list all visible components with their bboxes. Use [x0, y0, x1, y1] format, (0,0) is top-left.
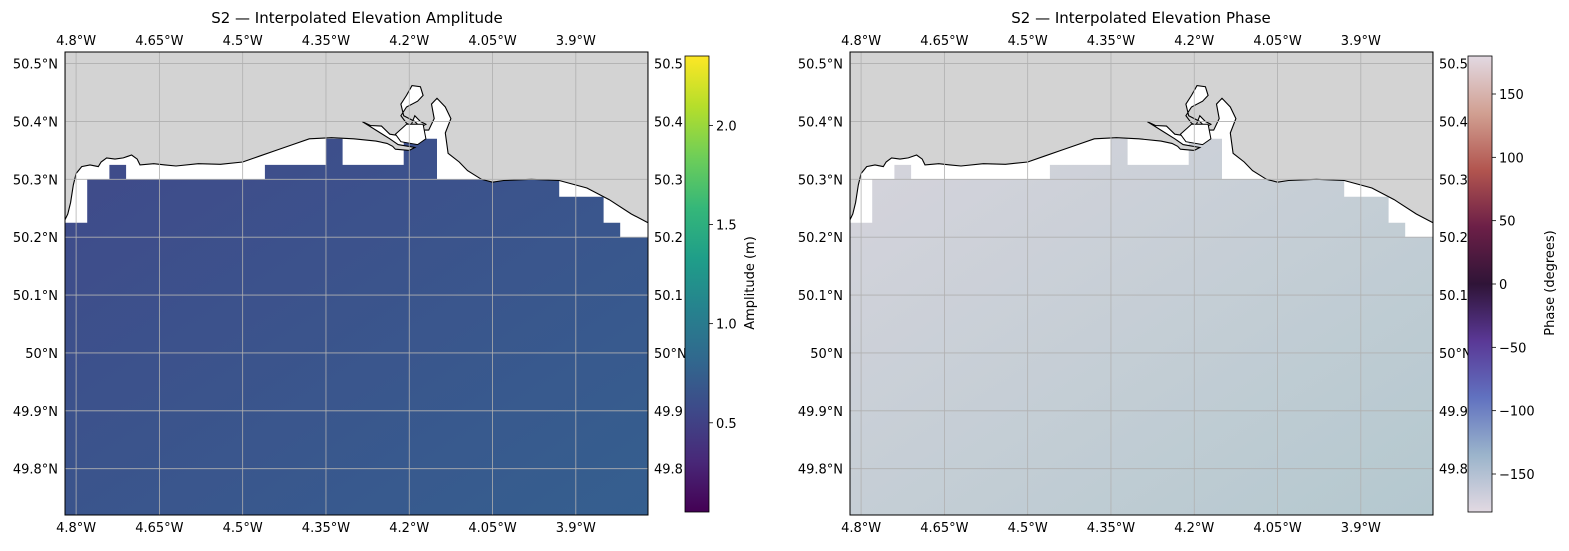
x-tick-label-top: 4.8°W: [841, 34, 881, 49]
colorbar-label: Phase (degrees): [1543, 230, 1558, 335]
x-tick-label-top: 4.2°W: [1174, 34, 1214, 49]
x-tick-label-bottom: 4.65°W: [135, 521, 183, 536]
y-tick-label-left: 49.9°N: [798, 405, 843, 420]
x-tick-label-bottom: 4.2°W: [1174, 521, 1214, 536]
x-tick-label-bottom: 4.8°W: [56, 521, 96, 536]
y-tick-label-right: 50.1: [1439, 289, 1468, 304]
x-tick-label-bottom: 4.5°W: [223, 521, 263, 536]
colorbar-tick-label: 0: [1499, 278, 1507, 293]
estuary: [394, 123, 427, 146]
x-tick-label-bottom: 4.65°W: [920, 521, 968, 536]
x-tick-label-top: 3.9°W: [556, 34, 596, 49]
colorbar-tick-label: 0.5: [716, 417, 737, 432]
phase-panel: S2 — Interpolated Elevation Phase 4.8°W4…: [798, 9, 1558, 536]
x-tick-label-top: 4.2°W: [389, 34, 429, 49]
y-tick-label-left: 50.4°N: [798, 115, 843, 130]
y-tick-label-left: 50.1°N: [798, 289, 843, 304]
y-tick-label-right: 50°N: [654, 347, 687, 362]
y-tick-label-left: 49.8°N: [13, 463, 58, 478]
x-tick-label-top: 3.9°W: [1341, 34, 1381, 49]
x-tick-label-bottom: 4.35°W: [1087, 521, 1135, 536]
y-tick-label-left: 49.8°N: [798, 463, 843, 478]
y-tick-label-right: 50.4: [654, 115, 683, 130]
colorbar-tick-label: 1.0: [716, 318, 737, 333]
y-tick-label-left: 50.2°N: [13, 231, 58, 246]
x-tick-label-top: 4.5°W: [223, 34, 263, 49]
y-tick-label-left: 50.2°N: [798, 231, 843, 246]
y-tick-label-left: 50°N: [810, 347, 843, 362]
y-tick-label-right: 49.8: [1439, 463, 1468, 478]
colorbar-tick-label: −50: [1499, 341, 1526, 356]
x-tick-label-bottom: 4.8°W: [841, 521, 881, 536]
plot-frame: [64, 51, 649, 516]
y-tick-label-right: 49.9: [1439, 405, 1468, 420]
y-tick-label-right: 49.8: [654, 463, 683, 478]
x-tick-label-top: 4.35°W: [302, 34, 350, 49]
y-tick-label-right: 50.4: [1439, 115, 1468, 130]
data-field: [850, 138, 1433, 515]
y-tick-label-left: 50°N: [25, 347, 58, 362]
y-tick-label-right: 50.1: [654, 289, 683, 304]
colorbar-tick-label: 150: [1499, 88, 1524, 103]
colorbar-scale: [1467, 55, 1493, 513]
colorbar-scale: [684, 55, 710, 513]
colorbar: −150 −100 −50 0 50 100 150: [1467, 55, 1535, 513]
x-tick-label-top: 4.5°W: [1008, 34, 1048, 49]
x-tick-label-bottom: 4.35°W: [302, 521, 350, 536]
chart-title: S2 — Interpolated Elevation Phase: [1011, 9, 1271, 27]
chart-title: S2 — Interpolated Elevation Amplitude: [211, 9, 503, 27]
colorbar-tick-label: 1.5: [716, 219, 737, 234]
y-tick-label-left: 50.1°N: [13, 289, 58, 304]
y-tick-label-right: 50.2: [654, 231, 683, 246]
amplitude-panel: S2 — Interpolated Elevation Amplitude 4.…: [13, 9, 758, 536]
y-tick-label-right: 50.5: [1439, 58, 1468, 73]
colorbar-tick-label: 100: [1499, 151, 1524, 166]
x-tick-label-top: 4.35°W: [1087, 34, 1135, 49]
x-tick-label-bottom: 4.2°W: [389, 521, 429, 536]
y-tick-label-right: 50.2: [1439, 231, 1468, 246]
y-tick-label-right: 50.3: [1439, 173, 1468, 188]
x-tick-label-top: 4.05°W: [468, 34, 516, 49]
x-tick-label-top: 4.65°W: [135, 34, 183, 49]
colorbar-tick-label: 2.0: [716, 119, 737, 134]
y-tick-label-right: 49.9: [654, 405, 683, 420]
x-tick-label-top: 4.65°W: [920, 34, 968, 49]
x-tick-label-bottom: 4.5°W: [1008, 521, 1048, 536]
estuary: [1179, 123, 1212, 146]
y-tick-label-left: 50.5°N: [13, 58, 58, 73]
colorbar-tick-label: −150: [1499, 468, 1535, 483]
land-mass: [850, 52, 1433, 224]
y-tick-label-left: 50.3°N: [798, 173, 843, 188]
y-tick-label-right: 50°N: [1439, 347, 1472, 362]
y-tick-label-left: 50.3°N: [13, 173, 58, 188]
x-tick-label-bottom: 3.9°W: [1341, 521, 1381, 536]
x-tick-label-top: 4.8°W: [56, 34, 96, 49]
plot-area: 4.8°W 4.8°W 4.65°W 4.65°W 4.5°W 4.5°W 4.35°W 4.…: [798, 34, 1472, 536]
y-tick-label-right: 50.5: [654, 58, 683, 73]
data-field: [65, 138, 648, 515]
y-tick-label-left: 50.4°N: [13, 115, 58, 130]
x-tick-label-bottom: 3.9°W: [556, 521, 596, 536]
plot-frame: [849, 51, 1434, 516]
x-tick-label-bottom: 4.05°W: [468, 521, 516, 536]
y-tick-label-left: 50.5°N: [798, 58, 843, 73]
x-tick-label-bottom: 4.05°W: [1253, 521, 1301, 536]
x-tick-label-top: 4.05°W: [1253, 34, 1301, 49]
y-tick-label-left: 49.9°N: [13, 405, 58, 420]
colorbar: 0.5 1.0 1.5 2.0: [684, 55, 737, 513]
y-tick-label-right: 50.3: [654, 173, 683, 188]
colorbar-tick-label: −100: [1499, 405, 1535, 420]
colorbar-label: Amplitude (m): [743, 236, 758, 330]
plot-area: 4.8°W 4.8°W 4.65°W 4.65°W 4.5°W 4.5°W 4.35°W 4.…: [13, 34, 687, 536]
land-mass: [65, 52, 648, 224]
colorbar-tick-label: 50: [1499, 215, 1516, 230]
